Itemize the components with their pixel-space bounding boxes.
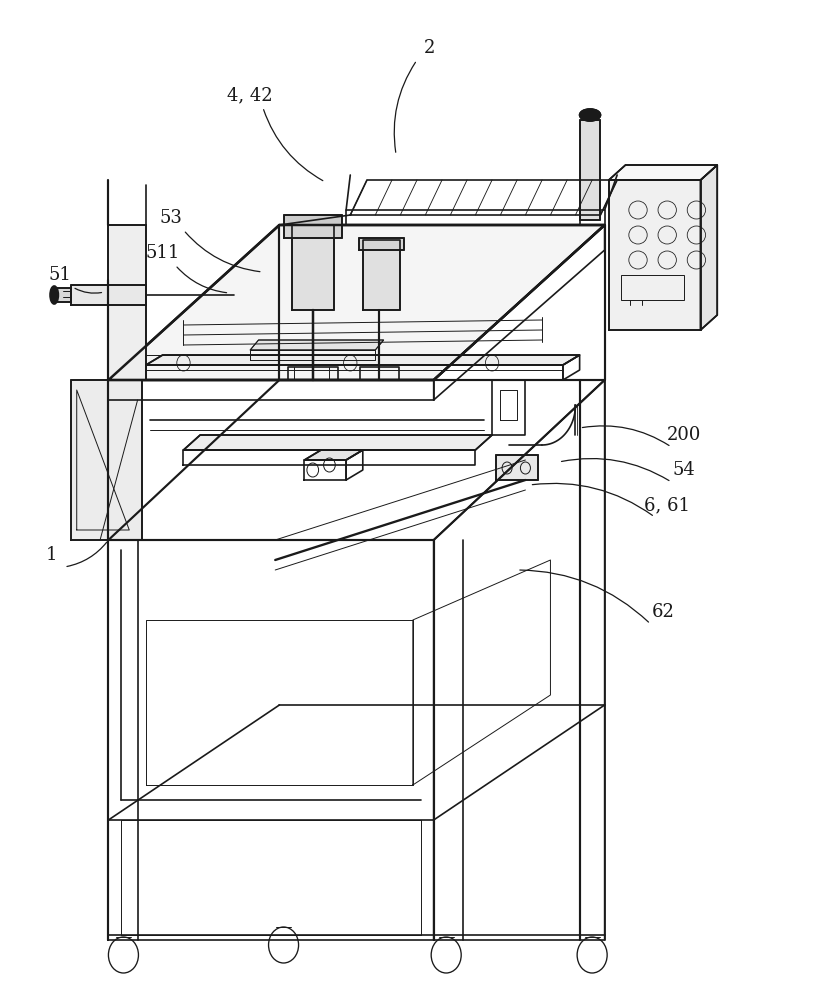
Polygon shape bbox=[292, 225, 334, 310]
Polygon shape bbox=[580, 120, 600, 220]
Polygon shape bbox=[284, 225, 342, 238]
Ellipse shape bbox=[50, 286, 58, 304]
Text: 4, 42: 4, 42 bbox=[228, 86, 273, 104]
Polygon shape bbox=[71, 380, 142, 540]
Polygon shape bbox=[250, 340, 384, 350]
Text: 511: 511 bbox=[145, 244, 180, 262]
Polygon shape bbox=[363, 240, 400, 310]
Polygon shape bbox=[609, 165, 717, 180]
Text: 1: 1 bbox=[46, 546, 58, 564]
Text: 54: 54 bbox=[672, 461, 696, 479]
Polygon shape bbox=[146, 355, 580, 365]
Polygon shape bbox=[496, 455, 538, 480]
Polygon shape bbox=[108, 225, 146, 380]
Text: 51: 51 bbox=[48, 266, 72, 284]
Polygon shape bbox=[54, 288, 71, 302]
Bar bbox=[621, 275, 684, 300]
Text: 53: 53 bbox=[159, 209, 183, 227]
Polygon shape bbox=[108, 225, 605, 380]
Polygon shape bbox=[359, 238, 404, 250]
Polygon shape bbox=[609, 180, 701, 330]
Polygon shape bbox=[183, 435, 492, 450]
Polygon shape bbox=[304, 450, 363, 460]
Text: 6, 61: 6, 61 bbox=[644, 496, 691, 514]
Polygon shape bbox=[701, 165, 717, 330]
Text: 200: 200 bbox=[666, 426, 701, 444]
Text: 2: 2 bbox=[424, 39, 435, 57]
Polygon shape bbox=[71, 285, 146, 305]
Ellipse shape bbox=[580, 109, 600, 121]
Text: 62: 62 bbox=[651, 603, 675, 621]
Polygon shape bbox=[284, 215, 342, 225]
